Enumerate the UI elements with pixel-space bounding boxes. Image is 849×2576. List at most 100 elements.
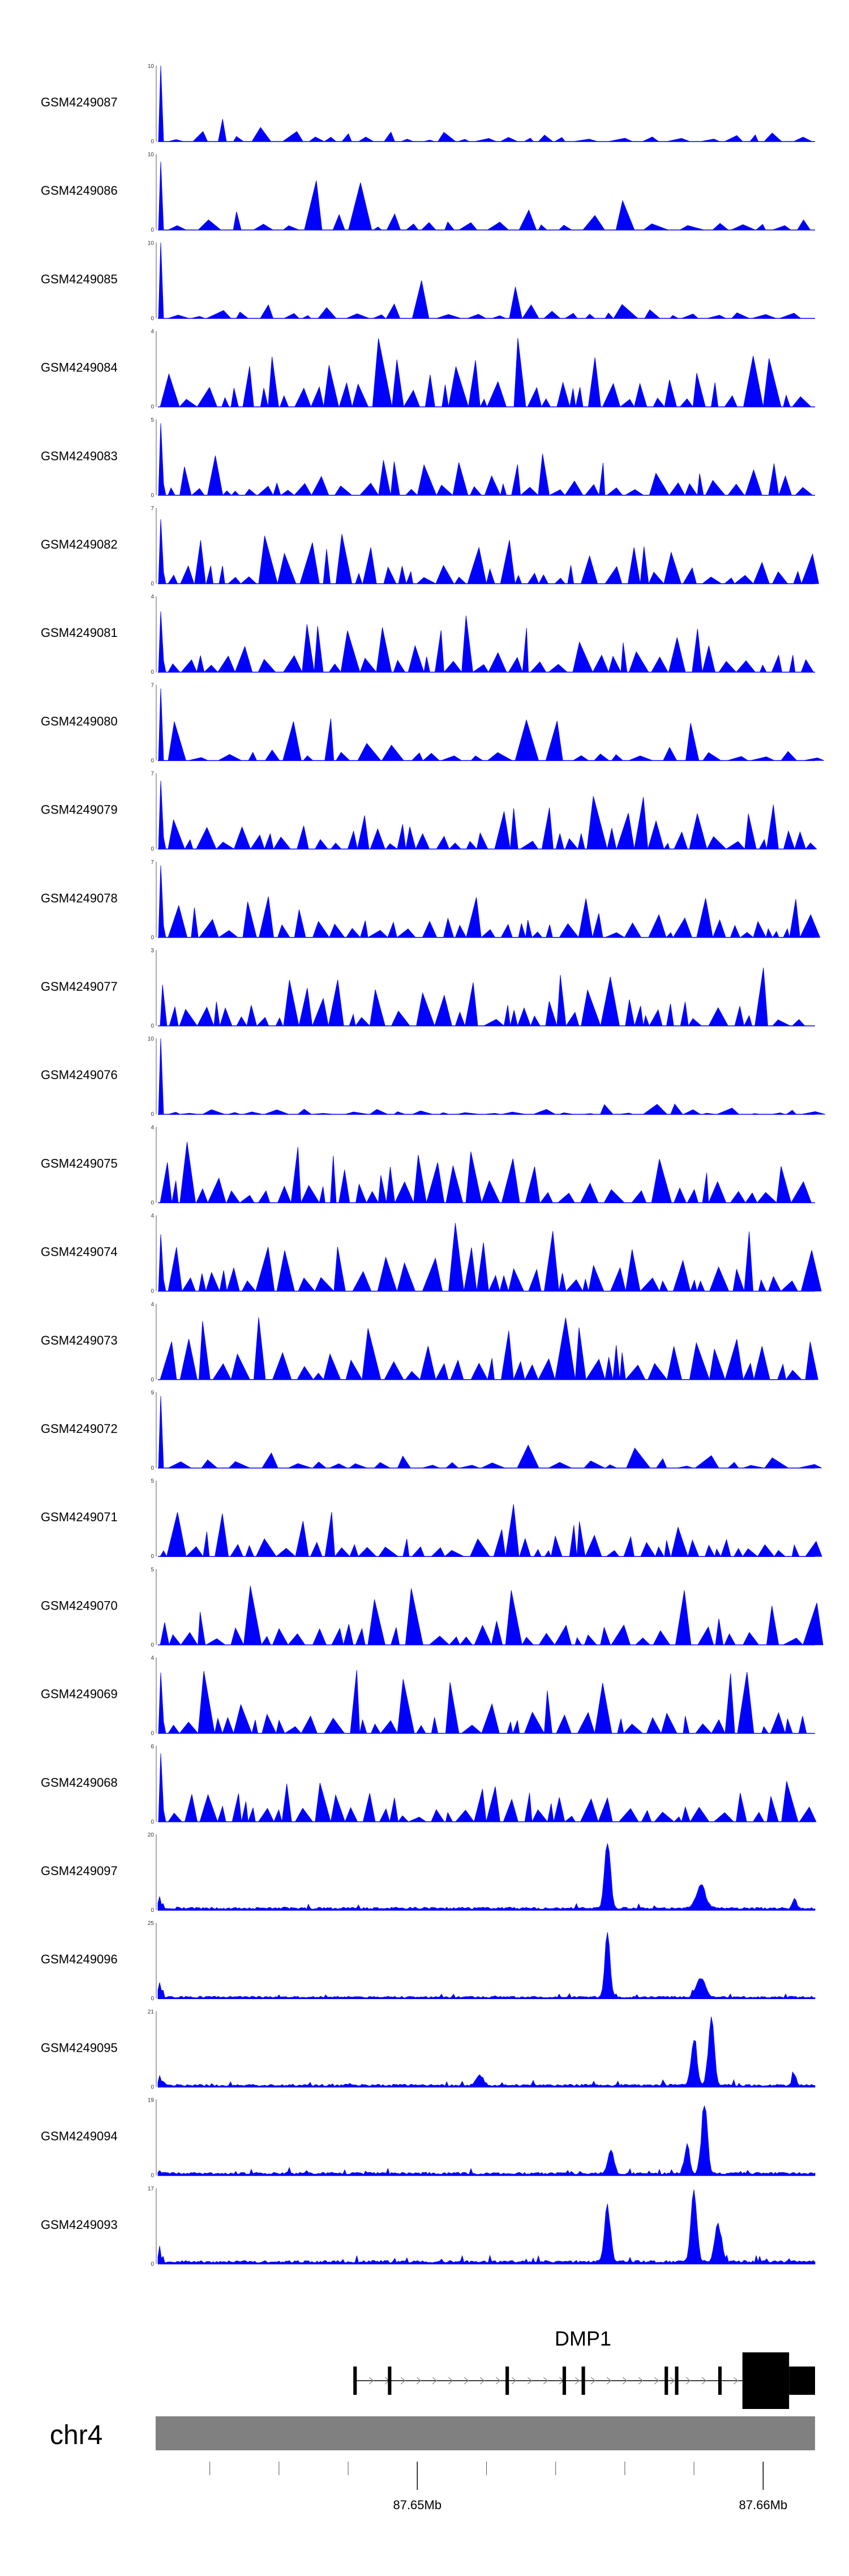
chromosome-ideogram-track: chr4: [50, 2416, 815, 2450]
coverage-area: [158, 1396, 822, 1469]
track-GSM4249077: GSM4249077 3 0: [41, 948, 815, 1029]
track-ymin-label: 0: [151, 1289, 154, 1295]
track-label: GSM4249094: [41, 2129, 118, 2143]
coverage-area: [158, 65, 815, 142]
gene-exon: [664, 2367, 668, 2395]
track-ymax-label: 6: [151, 1744, 154, 1750]
track-ymax-label: 19: [148, 2098, 155, 2104]
track-ymin-label: 0: [151, 2084, 154, 2090]
coverage-area: [158, 1223, 822, 1293]
track-label: GSM4249072: [41, 1422, 118, 1436]
strand-arrow: [464, 2377, 469, 2385]
track-ymin-label: 0: [151, 1023, 154, 1029]
track-ymin-label: 0: [151, 758, 154, 764]
coverage-area: [158, 688, 824, 761]
track-ymin-label: 0: [151, 1907, 154, 1914]
track-label: GSM4249068: [41, 1775, 118, 1790]
strand-arrow: [400, 2377, 406, 2385]
track-GSM4249096: GSM4249096 25 0: [41, 1920, 816, 2002]
track-ymax-label: 5: [151, 1478, 154, 1484]
track-label: GSM4249097: [41, 1864, 118, 1878]
track-ymin-label: 0: [151, 404, 154, 410]
track-label: GSM4249077: [41, 979, 118, 994]
strand-arrow: [574, 2377, 580, 2385]
track-GSM4249075: GSM4249075 4 0: [41, 1124, 815, 1206]
strand-arrow: [638, 2377, 644, 2385]
track-ymax-label: 10: [148, 63, 155, 70]
track-label: GSM4249076: [41, 1068, 118, 1082]
coverage-tracks: GSM4249087100GSM4249086100GSM4249085100G…: [41, 63, 826, 2267]
track-ymax-label: 7: [151, 859, 154, 866]
coverage-area: [158, 1504, 822, 1557]
track-ymin-label: 0: [151, 2261, 154, 2267]
track-label: GSM4249087: [41, 95, 118, 109]
gene-exon: [742, 2352, 790, 2409]
track-ymax-label: 4: [151, 1655, 154, 1662]
track-GSM4249069: GSM4249069 4 0: [41, 1655, 815, 1737]
chromosome-label: chr4: [50, 2420, 102, 2450]
track-label: GSM4249073: [41, 1333, 118, 1347]
coverage-area: [158, 1317, 818, 1381]
coverage-area: [158, 1586, 824, 1646]
track-label: GSM4249096: [41, 1952, 118, 1966]
track-ymin-label: 0: [151, 227, 154, 233]
track-label: GSM4249081: [41, 626, 118, 640]
strand-arrow: [622, 2377, 628, 2385]
track-GSM4249074: GSM4249074 4 0: [41, 1213, 822, 1295]
track-ymax-label: 9: [151, 1390, 154, 1396]
track-label: GSM4249084: [41, 361, 118, 375]
track-ymax-label: 7: [151, 506, 154, 512]
track-ymin-label: 0: [151, 139, 154, 145]
coverage-area: [158, 865, 821, 939]
coverage-area: [158, 780, 817, 850]
coverage-area: [157, 2017, 816, 2087]
track-label: GSM4249079: [41, 803, 118, 817]
chromosome-bar: [156, 2416, 815, 2450]
gene-exon: [505, 2367, 509, 2395]
track-GSM4249080: GSM4249080 7 0: [41, 682, 824, 764]
gene-exon: [562, 2367, 567, 2395]
track-ymax-label: 21: [148, 2009, 155, 2015]
track-ymin-label: 0: [151, 493, 154, 499]
axis-tick-label: 87.66Mb: [739, 2498, 788, 2512]
track-ymax-label: 4: [151, 1124, 154, 1131]
coverage-area: [158, 1753, 817, 1823]
strand-arrow: [511, 2377, 517, 2385]
track-ymin-label: 0: [151, 581, 154, 587]
track-ymax-label: 5: [151, 1567, 154, 1573]
track-label: GSM4249085: [41, 272, 118, 286]
track-GSM4249095: GSM4249095 21 0: [41, 2009, 816, 2090]
coverage-area: [158, 611, 815, 673]
track-ymax-label: 4: [151, 329, 154, 335]
coverage-area: [158, 1038, 826, 1115]
track-ymin-label: 0: [151, 315, 154, 322]
gene-exon: [353, 2367, 357, 2395]
coverage-area: [158, 242, 815, 319]
track-ymax-label: 7: [151, 682, 154, 688]
track-label: GSM4249070: [41, 1598, 118, 1612]
track-ymin-label: 0: [151, 846, 154, 853]
track-GSM4249068: GSM4249068 6 0: [41, 1744, 817, 1825]
track-GSM4249082: GSM4249082 7 0: [41, 506, 820, 587]
genome-axis: 87.65Mb 87.66Mb: [209, 2462, 788, 2512]
track-label: GSM4249093: [41, 2218, 118, 2232]
gene-exon: [388, 2367, 392, 2395]
strand-arrow: [685, 2377, 691, 2385]
strand-arrow: [495, 2377, 501, 2385]
coverage-area: [158, 161, 815, 230]
track-ymin-label: 0: [151, 1819, 154, 1825]
coverage-area: [158, 337, 815, 408]
track-ymax-label: 7: [151, 771, 154, 777]
gene-model: [353, 2352, 815, 2409]
track-GSM4249079: GSM4249079 7 0: [41, 771, 817, 853]
track-ymin-label: 0: [151, 1731, 154, 1737]
track-label: GSM4249080: [41, 714, 118, 728]
track-GSM4249071: GSM4249071 5 0: [41, 1478, 822, 1560]
track-GSM4249097: GSM4249097 20 0: [41, 1832, 816, 1914]
strand-arrow: [527, 2377, 533, 2385]
track-ymax-label: 10: [148, 240, 155, 246]
strand-arrow: [670, 2377, 675, 2385]
track-ymin-label: 0: [151, 1996, 154, 2002]
track-ymax-label: 10: [148, 152, 155, 158]
